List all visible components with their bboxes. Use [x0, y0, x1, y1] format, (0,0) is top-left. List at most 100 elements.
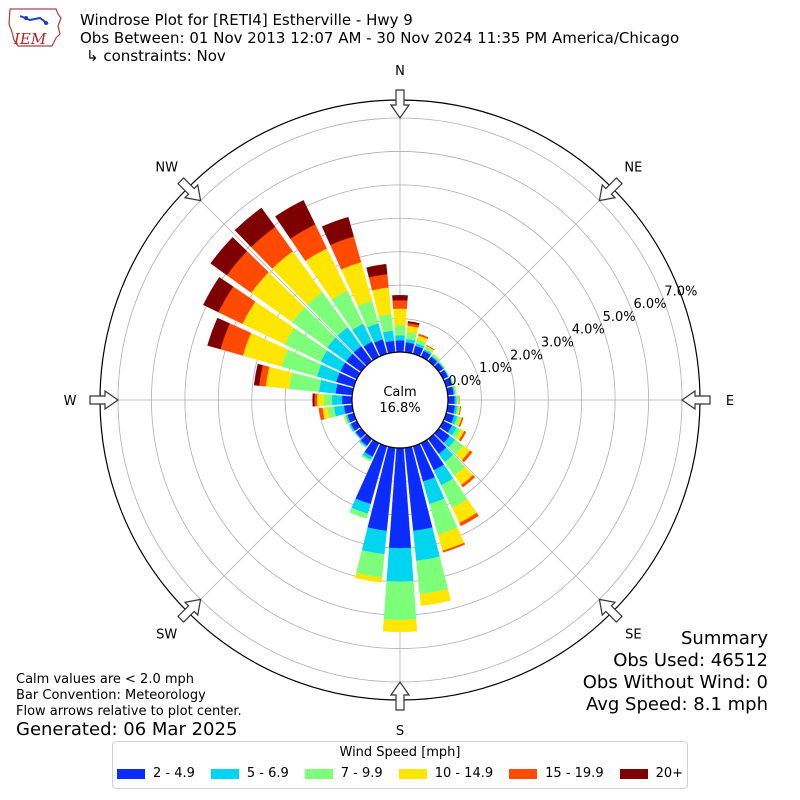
direction-label-sw: SW — [156, 627, 177, 642]
windrose-bar-segment — [253, 363, 263, 386]
windrose-bar-segment — [454, 395, 457, 405]
windrose-bar-segment — [383, 581, 417, 621]
windrose-bar-segment — [314, 393, 318, 407]
windrose-bar-segment — [378, 313, 394, 333]
windrose-bars — [203, 200, 479, 633]
summary-obs-without-wind: Obs Without Wind: 0 — [582, 672, 768, 693]
direction-labels: N NE E SE S SW W NW — [64, 64, 735, 739]
legend-title: Wind Speed [mph] — [339, 745, 461, 760]
legend-label: 2 - 4.9 — [152, 766, 195, 781]
flow-arrows — [89, 89, 711, 711]
flow-arrow-icon — [389, 89, 411, 120]
flow-arrow-icon — [680, 389, 711, 411]
windrose-bar-segment — [366, 263, 388, 278]
windrose-bar-segment — [354, 431, 362, 440]
legend-swatch — [509, 768, 538, 779]
direction-label-s: S — [396, 724, 404, 739]
radial-tick-label: 4.0% — [572, 323, 605, 338]
windrose-bar-segment — [419, 588, 451, 606]
windrose-bar-segment — [461, 450, 473, 463]
legend-item: 2 - 4.9 — [116, 766, 195, 781]
windrose-bar-segment — [432, 353, 440, 360]
windrose-bar-segment — [358, 441, 367, 448]
legend-item: 5 - 6.9 — [210, 766, 289, 781]
flow-arrow-icon — [177, 177, 202, 202]
windrose-bar-segment — [395, 335, 405, 341]
windrose-bar-segment — [426, 344, 435, 351]
direction-label-n: N — [395, 64, 405, 79]
flow-arrow-icon — [389, 680, 411, 711]
windrose-bar-segment — [404, 342, 415, 354]
windrose-bar-segment — [318, 407, 325, 421]
calm-label: Calm — [383, 385, 416, 400]
legend-items: 2 - 4.9 5 - 6.9 7 - 9.9 10 - 14.9 15 - 19.9 2… — [113, 766, 687, 781]
windrose-bar-segment — [459, 512, 479, 527]
legend-item: 20+ — [619, 766, 684, 781]
windrose-bar-segment — [361, 527, 387, 555]
windrose-bar-segment — [416, 556, 449, 595]
radial-tick-label: 7.0% — [664, 284, 697, 299]
windrose-bar-segment — [444, 369, 450, 377]
windrose-bar-segment — [349, 507, 369, 519]
radial-tick-label: 2.0% — [510, 348, 543, 363]
constraints: ↳ constraints: Nov — [86, 47, 226, 65]
radial-tick-label: 0.0% — [448, 374, 481, 389]
windrose-bar-segment — [385, 340, 396, 354]
windrose-bar-segment — [458, 405, 462, 416]
windrose-bar-segment — [354, 572, 383, 583]
windrose-bar-segment — [207, 317, 230, 350]
legend-swatch — [116, 768, 145, 779]
legend-swatch — [398, 768, 427, 779]
legend-label: 15 - 19.9 — [545, 766, 604, 781]
windrose-bar-segment — [361, 454, 372, 462]
chart-title: Windrose Plot for [RETI4] Estherville - … — [80, 11, 413, 29]
windrose-bar-segment — [265, 366, 293, 389]
radial-tick-label: 3.0% — [541, 335, 574, 350]
windrose-bar-segment — [394, 325, 406, 336]
radial-tick-labels: 0.0%1.0%2.0%3.0%4.0%5.0%6.0%7.0% — [448, 284, 697, 389]
windrose-bar-segment — [393, 308, 407, 326]
windrose-bar-segment — [442, 542, 466, 553]
legend-label: 7 - 9.9 — [340, 766, 383, 781]
direction-label-nw: NW — [155, 161, 178, 176]
windrose-bar-segment — [392, 295, 408, 301]
windrose-bar-segment — [458, 417, 464, 428]
legend-item: 7 - 9.9 — [304, 766, 383, 781]
windrose-bar-segment — [382, 330, 395, 343]
legend: Wind Speed [mph] 2 - 4.9 5 - 6.9 7 - 9.9 10… — [112, 741, 688, 789]
calm-value: 16.8% — [379, 401, 420, 416]
radial-tick-label: 5.0% — [603, 310, 636, 325]
windrose-bar-segment — [418, 333, 429, 340]
summary-obs-used: Obs Used: 46512 — [613, 650, 768, 671]
generated-date: Generated: 06 Mar 2025 — [16, 719, 238, 740]
obs-between: Obs Between: 01 Nov 2013 12:07 AM - 30 N… — [80, 29, 680, 47]
legend-label: 20+ — [655, 766, 684, 781]
legend-item: 10 - 14.9 — [398, 766, 493, 781]
legend-swatch — [304, 768, 333, 779]
legend-item: 15 - 19.9 — [509, 766, 604, 781]
windrose-bar-segment — [438, 361, 446, 369]
windrose-bar-segment — [458, 430, 467, 442]
bar-convention: Bar Convention: Meteorology — [16, 688, 206, 703]
direction-label-e: E — [726, 394, 734, 409]
iem-logo: IEM — [6, 6, 64, 50]
legend-swatch — [619, 768, 648, 779]
windrose-bar-segment — [318, 379, 338, 394]
windrose-bar-segment — [395, 340, 405, 353]
direction-label-w: W — [64, 394, 77, 409]
flow-arrow-icon — [598, 598, 623, 623]
grid-spoke — [187, 433, 367, 613]
grid-spoke — [433, 187, 613, 367]
windrose-bar-segment — [447, 395, 455, 405]
direction-label-se: SE — [625, 627, 641, 642]
windrose-bar-segment — [413, 527, 440, 561]
windrose-bar-segment — [341, 395, 353, 405]
calm-definition: Calm values are < 2.0 mph — [16, 672, 195, 687]
legend-swatch — [210, 768, 239, 779]
windrose-bar-segment — [356, 550, 385, 578]
windrose-bar-segment — [392, 300, 408, 309]
flow-arrow-icon — [89, 389, 120, 411]
calm-circle — [351, 351, 449, 449]
windrose-bar-segment — [275, 200, 316, 239]
